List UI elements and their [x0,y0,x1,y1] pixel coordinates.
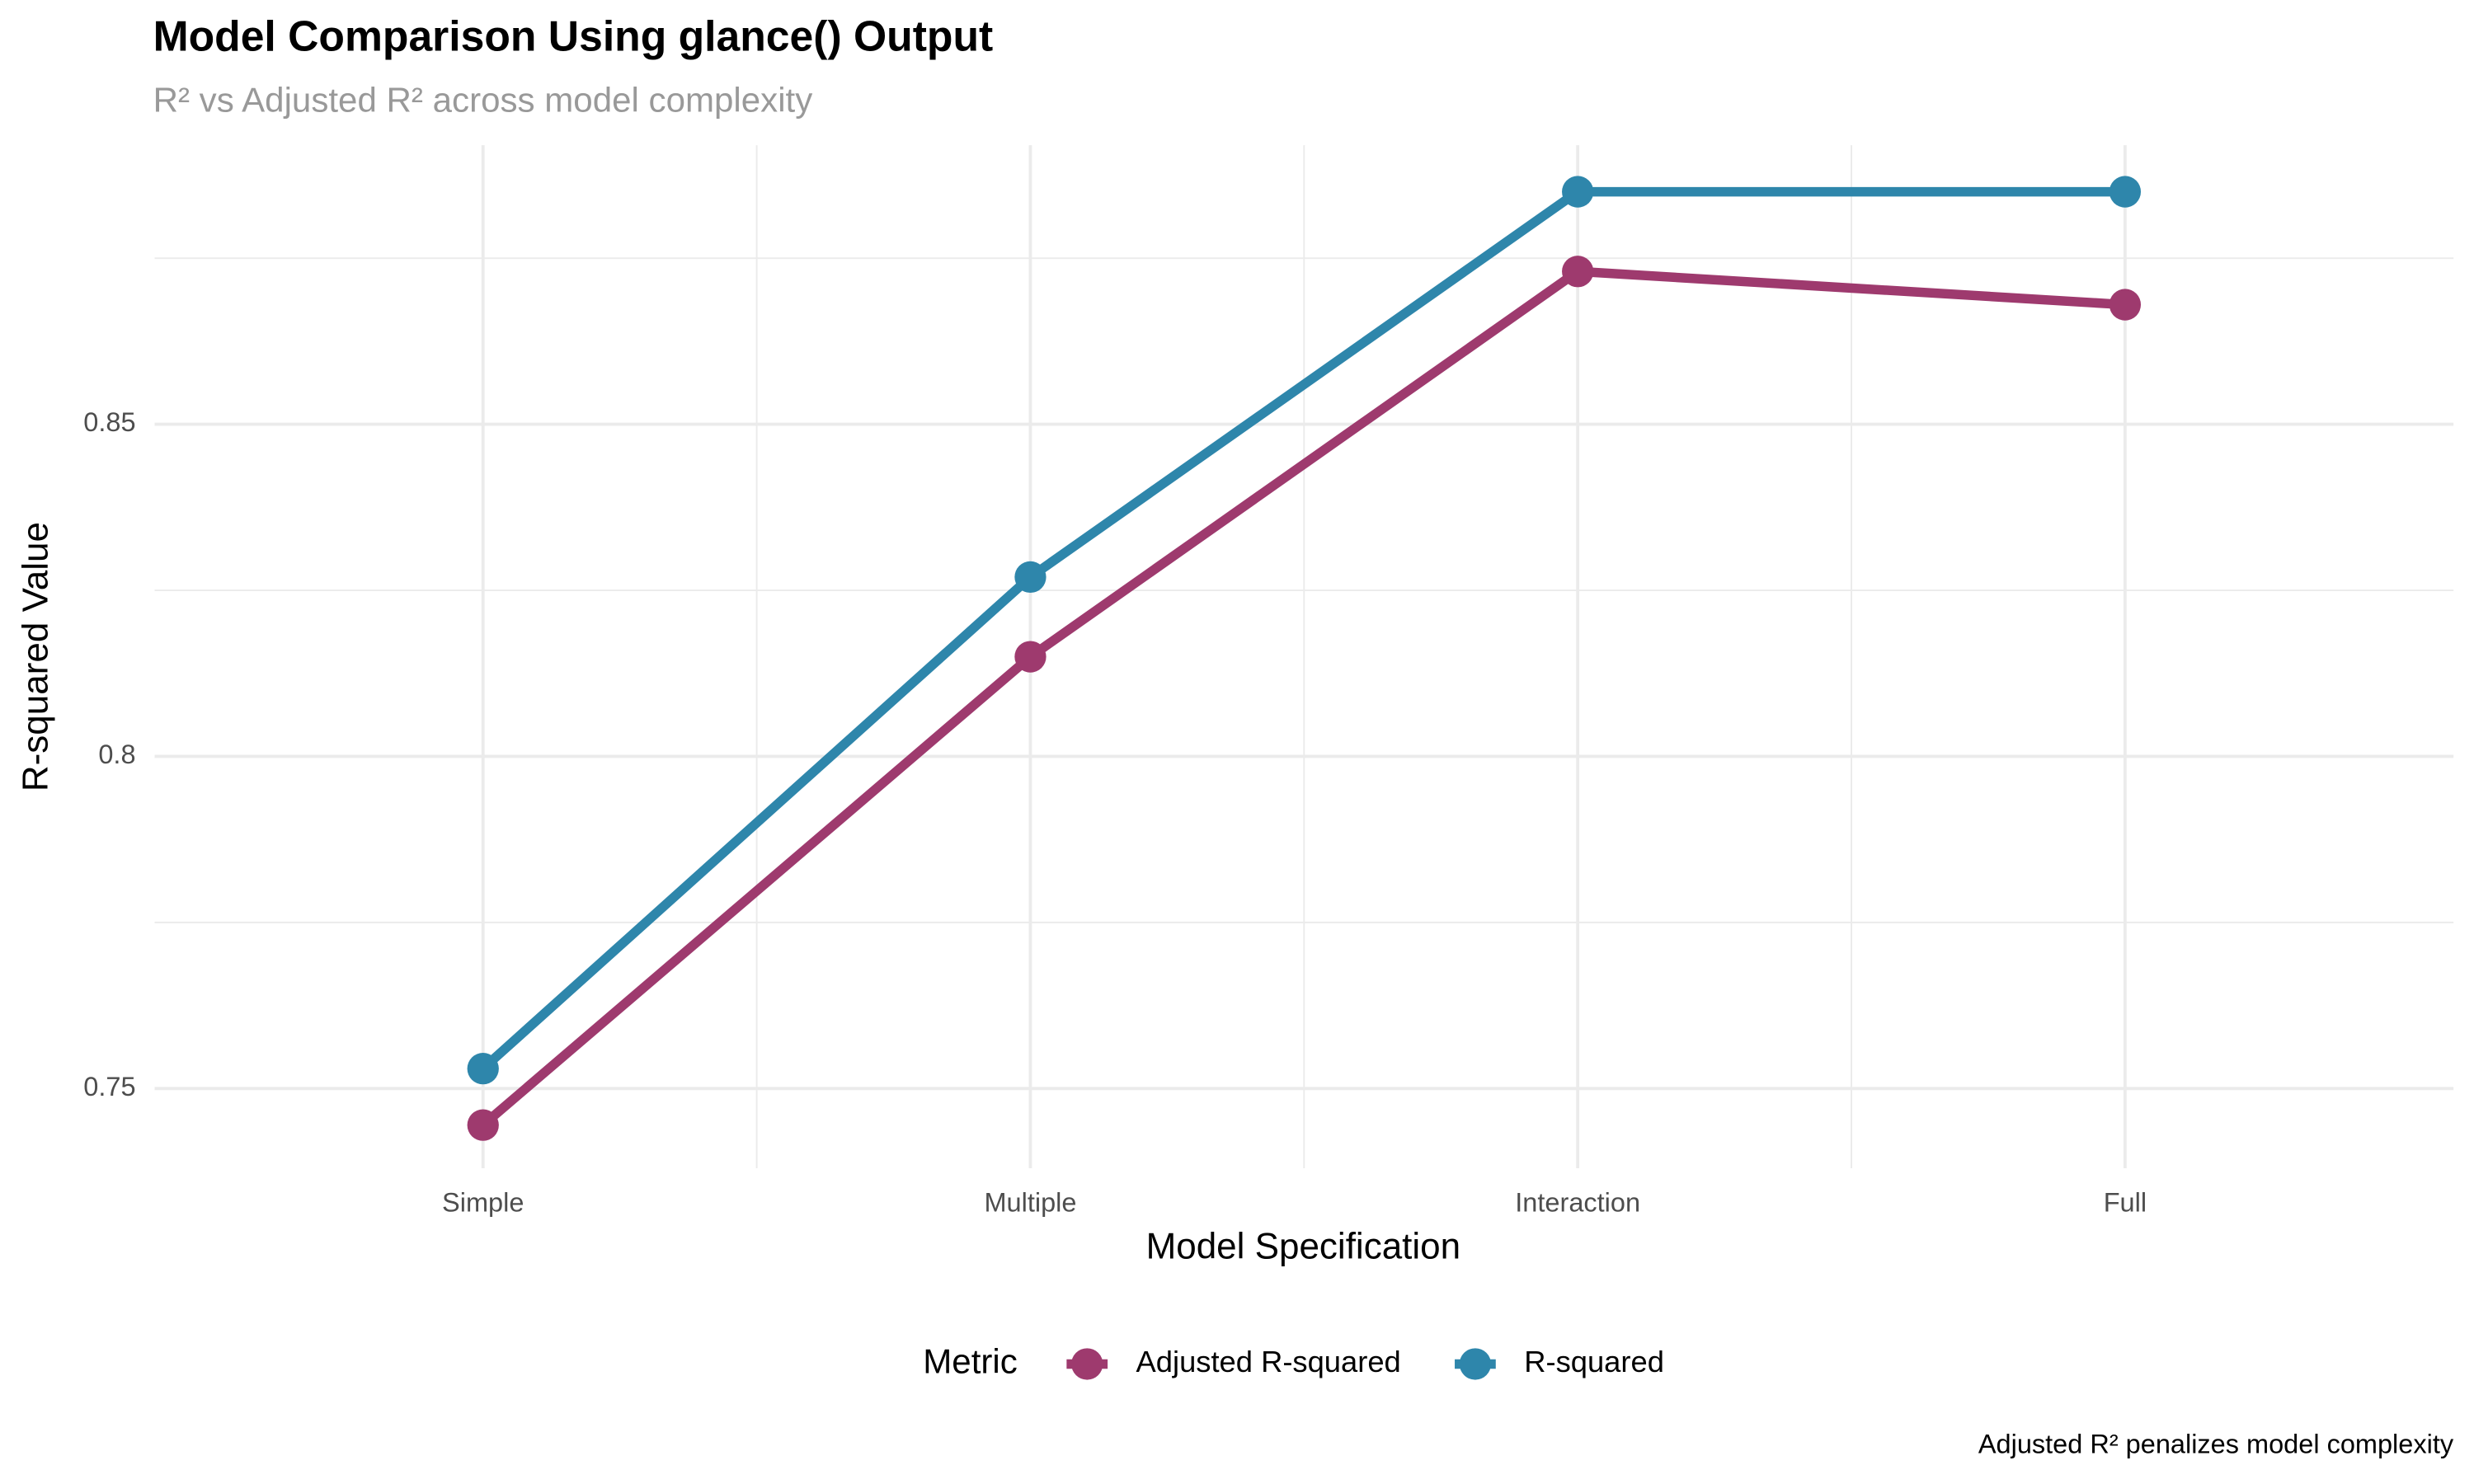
data-point [1014,641,1047,673]
y-tick-label: 0.8 [98,740,135,769]
data-point [467,1053,499,1085]
legend-label: Adjusted R-squared [1136,1345,1401,1378]
chart-subtitle: R² vs Adjusted R² across model complexit… [153,81,813,120]
data-point [1562,176,1594,208]
y-tick-label: 0.75 [83,1072,135,1101]
legend-label: R-squared [1524,1345,1664,1378]
series-line [479,186,2125,1073]
legend-key-point [1071,1348,1103,1380]
chart-title: Model Comparison Using glance() Output [153,12,994,60]
data-point [467,1109,499,1141]
data-point [2109,289,2142,321]
x-tick-label: Full [2104,1188,2147,1218]
series-line [480,266,2126,1129]
legend-key-point [1459,1348,1492,1380]
caption: Adjusted R² penalizes model complexity [1978,1430,2454,1459]
y-axis-title: R-squared Value [16,522,56,791]
x-tick-label: Multiple [984,1188,1076,1218]
data-point [1014,561,1047,594]
y-tick-label: 0.85 [83,407,135,437]
x-tick-label: Interaction [1515,1188,1640,1218]
data-point [2109,176,2142,208]
x-tick-label: Simple [442,1188,524,1218]
data-point [1562,256,1594,288]
x-axis-title: Model Specification [1146,1226,1461,1266]
legend-title: Metric [923,1342,1018,1381]
